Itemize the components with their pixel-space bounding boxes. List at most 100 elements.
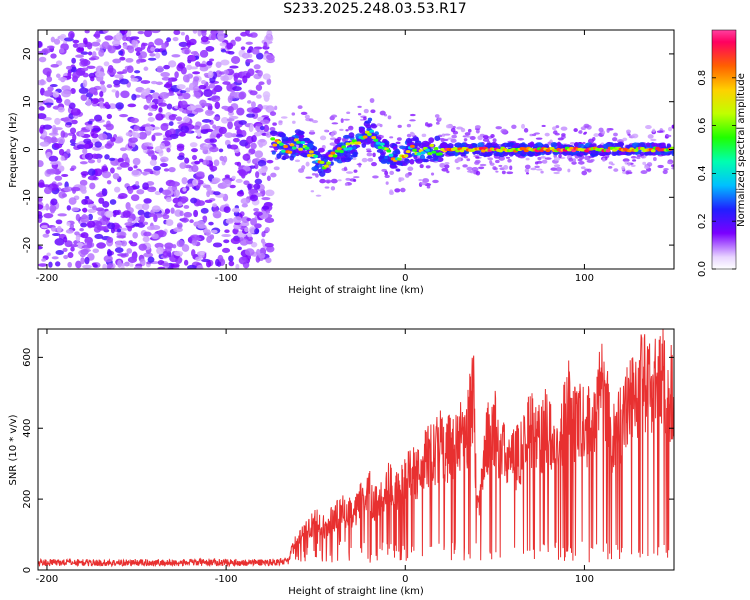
spectrogram-cell [253, 64, 261, 70]
spectrogram-cell [310, 190, 315, 193]
spectrogram-cell [53, 184, 59, 189]
spectrogram-cell [304, 146, 310, 150]
spectrogram-cell [210, 229, 218, 234]
spectrogram-cell [329, 142, 336, 146]
spectrogram-cell [397, 124, 402, 128]
spectrogram-cell [459, 149, 465, 153]
spectrogram-cell [644, 165, 650, 170]
spectrogram-cell [115, 102, 124, 110]
spectrogram-cell [53, 38, 61, 45]
spectrogram-cell [75, 213, 81, 222]
spectrogram-cell [256, 52, 264, 60]
spectrogram-cell [50, 136, 57, 142]
spectrogram-cell [315, 173, 319, 178]
spectrogram-cell [38, 245, 43, 250]
spectrogram-cell [95, 220, 103, 228]
spectrogram-cell [671, 150, 674, 157]
spectrogram-cell [466, 166, 473, 171]
spectrogram-cell [69, 167, 75, 172]
spectrogram-cell [375, 141, 381, 145]
spectrogram-cell [389, 191, 395, 196]
spectrogram-cell [198, 84, 207, 90]
spectrogram-cell [353, 179, 357, 183]
spectrogram-cell [193, 209, 199, 218]
spectrogram-cell [574, 142, 579, 148]
spectrogram-cell [189, 142, 198, 148]
spectrogram-cell [614, 142, 622, 147]
spectrogram-cell [147, 151, 155, 157]
spectrogram-cell [83, 138, 92, 144]
spectrogram-cell [197, 30, 202, 37]
spectrogram-cell [203, 89, 213, 98]
spectrogram-cell [54, 238, 65, 246]
spectrogram-cell [122, 43, 128, 50]
spectrogram-cell [625, 170, 630, 175]
spectrogram-cell [364, 120, 372, 124]
spectrogram-cell [282, 154, 290, 159]
spectrogram-cell [251, 134, 257, 143]
spectrogram-cell [80, 171, 90, 176]
spectrogram-cell [157, 266, 166, 269]
spectrogram-cell [218, 126, 227, 135]
spectrogram-cell [581, 127, 585, 131]
y-tick-label: -10 [22, 189, 33, 205]
spectrogram-cell [157, 230, 167, 238]
spectrogram-cell [115, 240, 122, 249]
spectrogram-cell [251, 101, 256, 109]
spectrogram-cell [130, 194, 140, 202]
spectrogram-cell [204, 199, 213, 203]
spectrogram-cell [111, 89, 117, 93]
spectrogram-cell [127, 186, 134, 195]
spectrogram-cell [66, 148, 71, 154]
spectrogram-cell [194, 160, 201, 165]
spectrogram-cell [206, 260, 212, 268]
spectrogram-cell [179, 210, 184, 217]
spectrogram-cell [43, 91, 53, 97]
spectrogram-cell [246, 217, 252, 222]
spectrogram-cell [247, 68, 255, 77]
spectrogram-cell [477, 135, 483, 141]
spectrogram-cell [79, 179, 88, 186]
spectrogram-cell [63, 40, 68, 44]
y-tick-label: 0 [22, 146, 33, 152]
spectrogram-cell [394, 148, 400, 155]
spectrogram-cell [482, 135, 489, 140]
spectrogram-cell [166, 147, 171, 153]
y-tick-label: 200 [22, 490, 33, 509]
spectrogram-cell [289, 143, 295, 147]
spectrogram-cell [437, 117, 442, 121]
spectrogram-cell [127, 45, 135, 54]
spectrogram-cell [47, 86, 54, 92]
spectrogram-cell [187, 264, 198, 269]
spectrogram-cell [143, 168, 153, 173]
spectrogram-cell [309, 129, 315, 133]
spectrogram-cell [266, 159, 274, 164]
snr-frame [37, 328, 675, 571]
spectrogram-cell [339, 128, 344, 132]
spectrogram-cell [655, 151, 663, 156]
spectrogram-cell [500, 128, 508, 134]
spectrogram-cell [191, 249, 196, 257]
spectrogram-cell [544, 157, 552, 160]
y-tick-label: 600 [22, 348, 33, 367]
spectrogram-cell [46, 76, 53, 83]
spectrogram-cell [332, 154, 338, 158]
spectrogram-cell [38, 214, 43, 219]
spectrogram-cell [112, 209, 120, 216]
spectrogram-cell [344, 182, 349, 186]
spectrogram-cell [57, 213, 67, 217]
spectrogram-cell [430, 172, 435, 176]
spectrogram-cell [343, 147, 349, 151]
spectrogram-cell [380, 135, 385, 139]
spectrogram-cell [363, 116, 367, 121]
spectrogram-cell [180, 100, 188, 109]
spectrogram-cell [84, 256, 90, 265]
spectrogram-cell [49, 84, 58, 88]
spectrogram-cell [38, 101, 44, 107]
spectrogram-cell [95, 47, 101, 51]
spectrogram-cell [61, 173, 69, 177]
spectrogram-cell [210, 95, 221, 102]
spectrogram-cell [165, 246, 172, 253]
spectrogram-cell [117, 157, 124, 163]
spectrogram-cell [224, 174, 230, 178]
